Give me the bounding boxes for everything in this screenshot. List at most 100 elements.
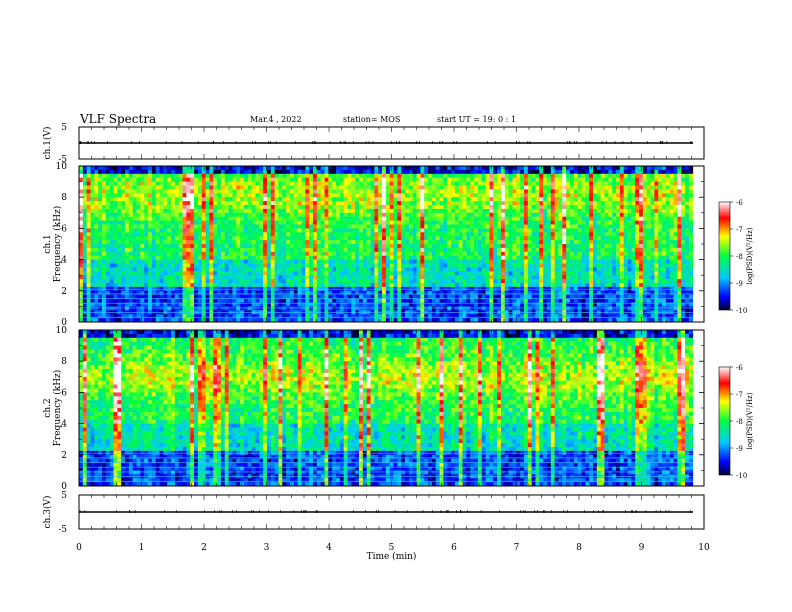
spectrogram-cell xyxy=(324,314,329,319)
spectrogram-cell xyxy=(251,255,256,260)
spectrogram-cell xyxy=(201,255,206,260)
spectrogram-cell xyxy=(247,244,253,249)
spectrogram-cell xyxy=(378,267,383,272)
spectrogram-cell xyxy=(466,166,471,171)
spectrogram-cell xyxy=(504,247,510,253)
spectrogram-cell xyxy=(485,255,490,260)
spectrogram-cell xyxy=(439,232,444,237)
spectrogram-cell xyxy=(266,232,272,237)
spectrogram-cell xyxy=(316,232,322,237)
spectrogram-cell xyxy=(178,259,183,264)
spectrogram-cell xyxy=(539,216,544,221)
spectrogram-cell xyxy=(428,263,433,268)
spectrogram-cell xyxy=(493,267,498,272)
spectrogram-cell xyxy=(546,267,552,272)
spectrogram-cell xyxy=(132,251,137,257)
spectrogram-cell xyxy=(378,244,383,249)
spectrogram-cell xyxy=(102,208,107,214)
spectrogram-cell xyxy=(113,283,118,288)
spectrogram-cell xyxy=(232,169,237,175)
spectrogram-cell xyxy=(458,259,463,264)
spectrogram-cell xyxy=(405,205,410,210)
spectrogram-cell xyxy=(389,173,394,179)
spectrogram-cell xyxy=(366,263,371,268)
spectrogram-cell xyxy=(332,294,337,299)
spectrogram-cell xyxy=(309,318,314,323)
spectrogram-cell xyxy=(512,247,517,253)
spectrogram-cell xyxy=(520,189,525,194)
spectrogram-cell xyxy=(232,294,237,299)
spectrogram-cell xyxy=(228,197,233,202)
spectrogram-cell xyxy=(428,185,433,190)
spectrogram-cell xyxy=(416,279,421,284)
spectrogram-cell xyxy=(297,232,302,237)
spectrogram-cell xyxy=(117,263,122,268)
spectrogram-cell xyxy=(102,189,107,194)
spectrogram-cell xyxy=(474,314,479,319)
spectrogram-cell xyxy=(389,259,394,264)
spectrogram-cell xyxy=(520,177,525,182)
spectrogram-cell xyxy=(336,259,341,264)
spectrogram-cell xyxy=(435,166,440,171)
spectrogram-cell xyxy=(259,251,264,257)
spectrogram-cell xyxy=(109,166,114,171)
spectrogram-cell xyxy=(408,177,414,182)
spectrogram-cell xyxy=(286,181,291,186)
spectrogram-cell xyxy=(408,267,414,272)
spectrogram-cell xyxy=(485,208,490,214)
spectrogram-cell xyxy=(451,220,456,225)
spectrogram-cell xyxy=(105,181,111,186)
spectrogram-cell xyxy=(516,173,521,179)
spectrogram-cell xyxy=(454,267,460,272)
spectrogram-cell xyxy=(339,173,345,179)
spectrogram-cell xyxy=(266,236,272,241)
spectrogram-cell xyxy=(297,318,302,323)
spectrogram-cell xyxy=(359,255,364,260)
spectrogram-cell xyxy=(305,185,310,190)
spectrogram-cell xyxy=(144,318,149,323)
spectrogram-cell xyxy=(359,271,364,276)
spectrogram-cell xyxy=(178,279,183,284)
spectrogram-cell xyxy=(82,279,88,284)
spectrogram-cell xyxy=(543,197,548,202)
spectrogram-cell xyxy=(332,251,337,257)
spectrogram-cell xyxy=(144,240,149,245)
spectrogram-cell xyxy=(105,244,111,249)
spectrogram-cell xyxy=(504,193,510,198)
spectrogram-cell xyxy=(332,236,337,241)
spectrogram-cell xyxy=(546,255,552,260)
spectrogram-cell xyxy=(148,177,153,182)
spectrogram-cell xyxy=(121,306,126,311)
spectrogram-cell xyxy=(355,216,360,221)
spectrogram-cell xyxy=(243,267,249,272)
spectrogram-cell xyxy=(451,189,456,194)
spectrogram-cell xyxy=(401,232,406,237)
spectrogram-cell xyxy=(105,267,111,272)
spectrogram-cell xyxy=(171,169,176,175)
spectrogram-cell xyxy=(493,263,498,268)
spectrogram-cell xyxy=(512,205,517,210)
spectrogram-cell xyxy=(82,244,88,249)
spectrogram-cell xyxy=(132,205,137,210)
spectrogram-cell xyxy=(266,247,272,253)
spectrogram-cell xyxy=(531,181,536,186)
spectrogram-cell xyxy=(82,290,88,296)
spectrogram-cell xyxy=(416,185,421,190)
spectrogram-cell xyxy=(320,283,325,288)
spectrogram-cell xyxy=(393,166,398,171)
spectrogram-cell xyxy=(167,208,172,214)
spectrogram-cell xyxy=(132,314,137,319)
spectrogram-cell xyxy=(102,181,107,186)
spectrogram-cell xyxy=(451,283,456,288)
spectrogram-cell xyxy=(527,173,533,179)
spectrogram-cell xyxy=(255,318,260,323)
spectrogram-cell xyxy=(228,275,233,280)
spectrogram-cell xyxy=(454,255,460,260)
spectrogram-cell xyxy=(140,197,145,202)
spectrogram-cell xyxy=(362,244,368,249)
spectrogram-cell xyxy=(312,275,318,280)
spectrogram-cell xyxy=(374,298,379,303)
spectrogram-cell xyxy=(305,208,310,214)
spectrogram-cell xyxy=(351,302,356,307)
spectrogram-cell xyxy=(320,205,325,210)
